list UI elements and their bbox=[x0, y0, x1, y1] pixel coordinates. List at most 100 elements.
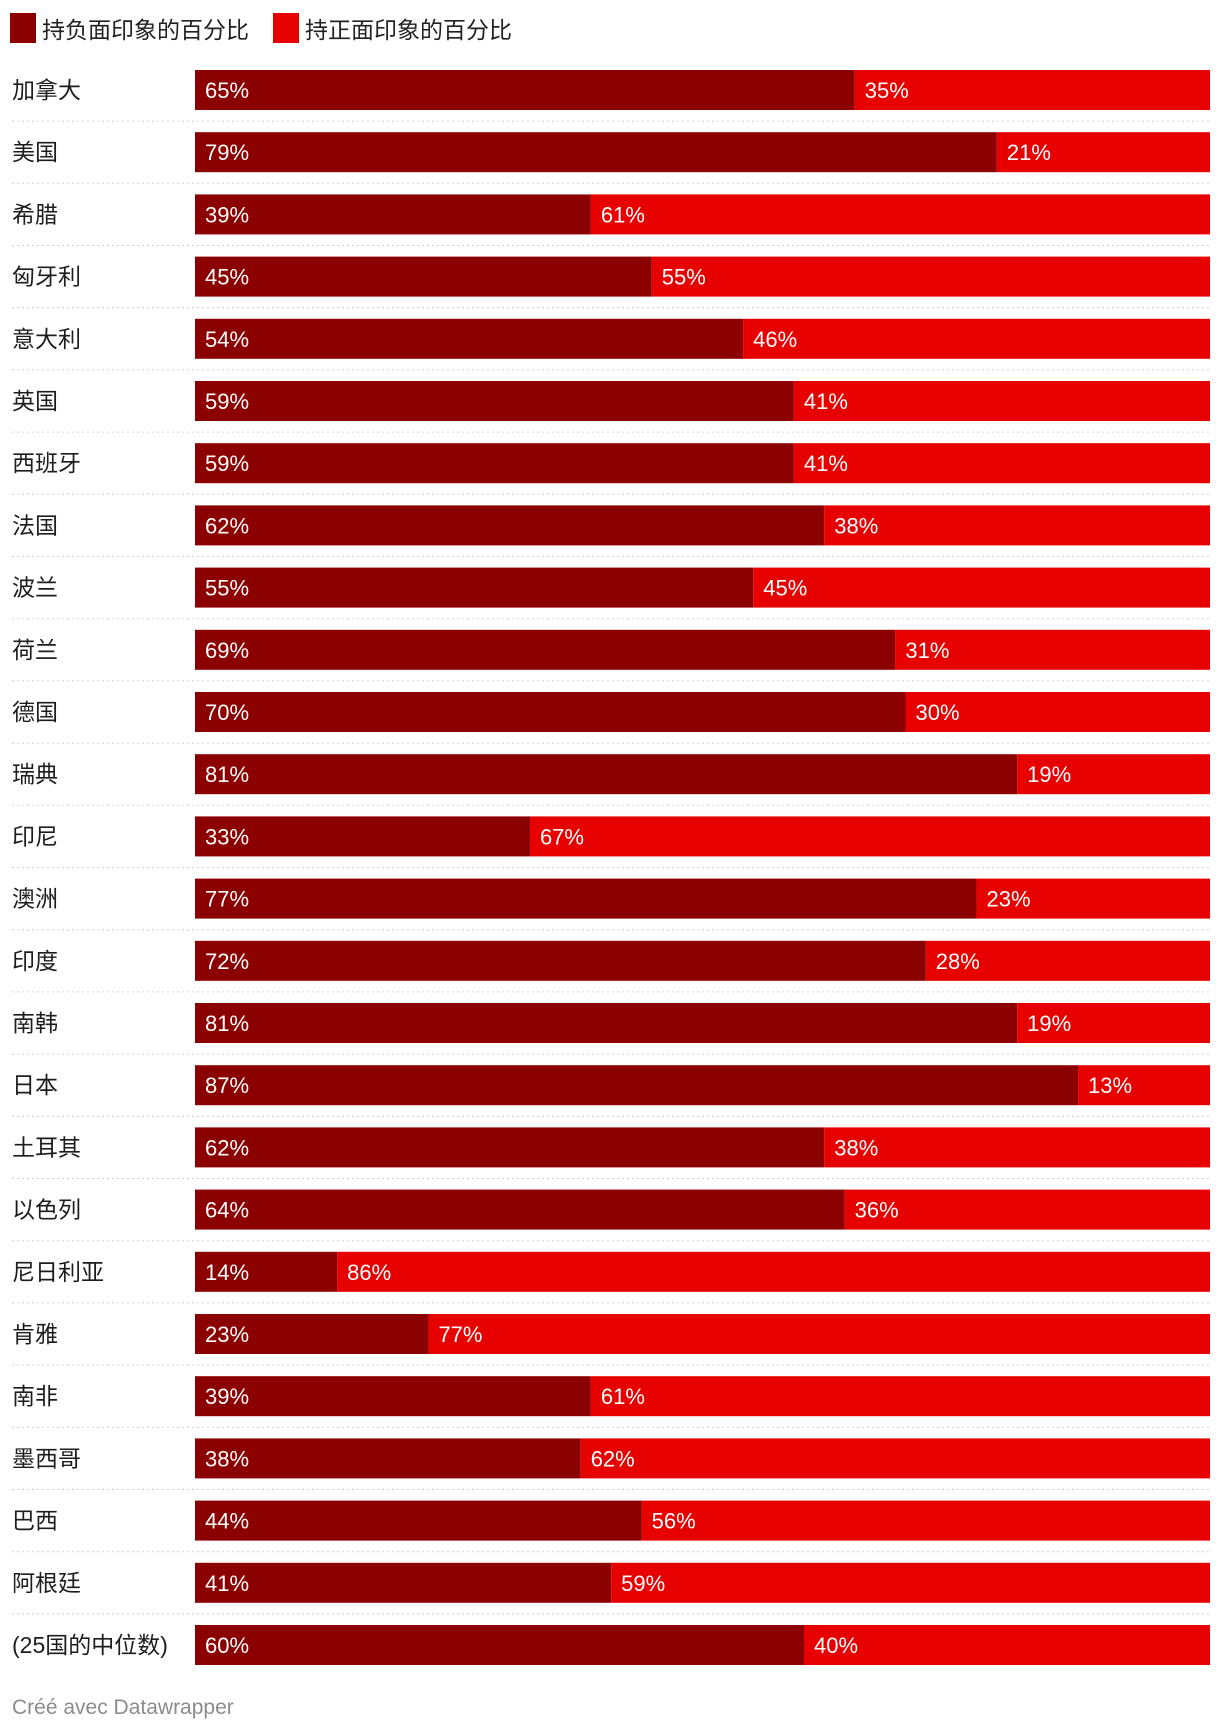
data-label-positive: 41% bbox=[804, 451, 848, 476]
data-label-positive: 67% bbox=[540, 824, 584, 849]
bar-segment-negative bbox=[195, 505, 825, 546]
data-label-negative: 41% bbox=[205, 1571, 249, 1596]
category-label: 意大利 bbox=[12, 326, 81, 352]
bar-segment-positive bbox=[1078, 1065, 1210, 1106]
category-label: 印尼 bbox=[12, 823, 58, 849]
category-label: 南韩 bbox=[12, 1010, 58, 1036]
data-label-negative: 33% bbox=[205, 824, 249, 849]
bar-segment-negative bbox=[195, 1625, 804, 1665]
data-label-negative: 38% bbox=[205, 1446, 249, 1471]
legend-swatch-negative bbox=[10, 13, 36, 43]
data-label-positive: 30% bbox=[916, 700, 960, 725]
data-label-negative: 45% bbox=[205, 265, 249, 290]
bar-segment-negative bbox=[195, 692, 906, 732]
bar-segment-positive bbox=[590, 194, 1210, 235]
category-label: 德国 bbox=[12, 699, 58, 725]
bar-segment-positive bbox=[590, 1376, 1210, 1417]
bar-segment-positive bbox=[337, 1251, 1211, 1292]
data-label-positive: 19% bbox=[1027, 1011, 1071, 1036]
bar-segment-negative bbox=[195, 1500, 642, 1541]
data-label-negative: 64% bbox=[205, 1198, 249, 1223]
data-label-positive: 46% bbox=[753, 327, 797, 352]
bar-segment-negative bbox=[195, 567, 754, 608]
data-label-positive: 23% bbox=[987, 887, 1031, 912]
bar-segment-positive bbox=[793, 381, 1210, 421]
data-label-positive: 19% bbox=[1027, 762, 1071, 787]
data-label-negative: 23% bbox=[205, 1322, 249, 1347]
data-label-positive: 77% bbox=[438, 1322, 482, 1347]
bar-segment-positive bbox=[743, 318, 1210, 359]
bar-segment-negative bbox=[195, 1314, 429, 1354]
category-label: 美国 bbox=[12, 139, 58, 165]
bar-segment-negative bbox=[195, 878, 977, 919]
category-label: 希腊 bbox=[12, 201, 58, 227]
bar-segment-negative bbox=[195, 318, 744, 359]
data-label-negative: 62% bbox=[205, 1135, 249, 1160]
bar-segment-negative bbox=[195, 754, 1018, 795]
data-label-negative: 87% bbox=[205, 1073, 249, 1098]
category-label: 土耳其 bbox=[12, 1134, 81, 1160]
category-label: 匈牙利 bbox=[12, 264, 81, 290]
category-label: 荷兰 bbox=[12, 637, 58, 663]
data-label-negative: 62% bbox=[205, 513, 249, 538]
bar-segment-positive bbox=[895, 629, 1210, 670]
data-label-positive: 61% bbox=[601, 202, 645, 227]
bar-segment-negative bbox=[195, 1438, 581, 1479]
data-label-positive: 61% bbox=[601, 1384, 645, 1409]
category-label: 澳洲 bbox=[12, 886, 58, 912]
bar-segment-negative bbox=[195, 256, 652, 297]
bar-segment-negative bbox=[195, 1065, 1079, 1106]
bar-segment-negative bbox=[195, 1251, 338, 1292]
data-label-negative: 14% bbox=[205, 1260, 249, 1285]
data-label-negative: 81% bbox=[205, 762, 249, 787]
legend-item-negative: 持负面印象的百分比 bbox=[10, 11, 249, 45]
category-label: 英国 bbox=[12, 388, 58, 414]
bar-segment-positive bbox=[905, 692, 1210, 732]
bar-segment-positive bbox=[844, 1189, 1210, 1230]
data-label-positive: 55% bbox=[662, 265, 706, 290]
bar-segment-positive bbox=[651, 256, 1210, 297]
bar-segment-negative bbox=[195, 443, 794, 484]
bar-segment-negative bbox=[195, 1127, 825, 1168]
bar-segment-positive bbox=[753, 567, 1210, 608]
bar-segment-positive bbox=[824, 505, 1210, 546]
data-label-negative: 81% bbox=[205, 1011, 249, 1036]
legend-label-negative: 持负面印象的百分比 bbox=[42, 17, 249, 43]
category-label: 阿根廷 bbox=[12, 1570, 81, 1596]
legend-swatch-positive bbox=[273, 13, 299, 43]
bar-segment-negative bbox=[195, 816, 530, 857]
data-label-negative: 65% bbox=[205, 78, 249, 103]
data-label-negative: 59% bbox=[205, 389, 249, 414]
bar-segment-positive bbox=[1017, 754, 1210, 795]
category-label: 西班牙 bbox=[12, 450, 81, 476]
data-label-positive: 35% bbox=[865, 78, 909, 103]
category-label: 印度 bbox=[12, 948, 58, 974]
category-label: 波兰 bbox=[12, 575, 58, 601]
data-label-positive: 13% bbox=[1088, 1073, 1132, 1098]
data-label-negative: 54% bbox=[205, 327, 249, 352]
data-label-positive: 28% bbox=[936, 949, 980, 974]
category-label: 肯雅 bbox=[12, 1321, 58, 1347]
data-label-negative: 79% bbox=[205, 140, 249, 165]
bar-segment-positive bbox=[580, 1438, 1210, 1479]
bar-segment-negative bbox=[195, 629, 896, 670]
data-label-positive: 56% bbox=[652, 1509, 696, 1534]
bar-segment-positive bbox=[824, 1127, 1210, 1168]
data-label-negative: 55% bbox=[205, 576, 249, 601]
bar-segment-positive bbox=[641, 1500, 1210, 1541]
bar-segment-negative bbox=[195, 381, 794, 421]
category-label: 南非 bbox=[12, 1383, 58, 1409]
bar-segment-positive bbox=[976, 878, 1210, 919]
data-label-negative: 69% bbox=[205, 638, 249, 663]
data-label-negative: 72% bbox=[205, 949, 249, 974]
bar-segment-positive bbox=[804, 1625, 1210, 1665]
footer-credit: Créé avec Datawrapper bbox=[12, 1696, 234, 1719]
category-label: 日本 bbox=[12, 1072, 58, 1098]
data-label-positive: 36% bbox=[855, 1198, 899, 1223]
bar-segment-negative bbox=[195, 1003, 1018, 1043]
data-label-negative: 70% bbox=[205, 700, 249, 725]
bar-segment-negative bbox=[195, 1189, 845, 1230]
data-label-positive: 38% bbox=[834, 1135, 878, 1160]
bar-segment-negative bbox=[195, 1376, 591, 1417]
